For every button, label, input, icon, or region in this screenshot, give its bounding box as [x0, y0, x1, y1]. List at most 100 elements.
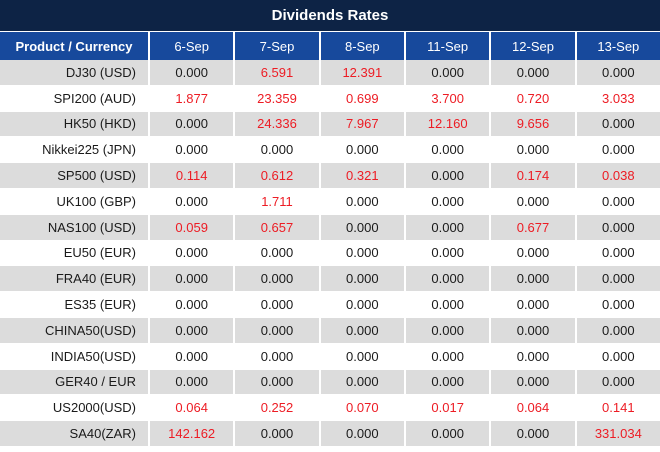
- value-cell: 0.000: [233, 240, 319, 267]
- value-cell: 0.000: [148, 292, 234, 318]
- value-cell: 0.000: [318, 188, 404, 215]
- value-cell: 0.000: [148, 266, 234, 293]
- value-cell: 0.141: [574, 395, 660, 422]
- value-cell: 12.160: [404, 111, 490, 138]
- value-cell: 0.252: [233, 395, 319, 422]
- value-cell: 0.059: [148, 214, 234, 241]
- header-cell-date: 13-Sep: [574, 32, 660, 60]
- value-cell: 0.000: [574, 292, 660, 318]
- value-cell: 0.000: [318, 292, 404, 318]
- table-row: EU50 (EUR) 0.000 0.000 0.000 0.000 0.000 0.000: [0, 240, 660, 267]
- value-cell: 0.000: [148, 240, 234, 267]
- table-row: US2000(USD) 0.064 0.252 0.070 0.017 0.064 0.14…: [0, 395, 660, 422]
- value-cell: 0.000: [489, 421, 575, 447]
- value-cell: 0.699: [318, 85, 404, 112]
- value-cell: 0.000: [574, 369, 660, 396]
- value-cell: 0.064: [148, 395, 234, 422]
- table-row: CHINA50(USD) 0.000 0.000 0.000 0.000 0.000 0.0…: [0, 317, 660, 344]
- value-cell: 0.000: [574, 317, 660, 344]
- value-cell: 0.000: [489, 292, 575, 318]
- value-cell: 0.000: [148, 343, 234, 370]
- table-row: NAS100 (USD) 0.059 0.657 0.000 0.000 0.677 0.0…: [0, 214, 660, 241]
- value-cell: 0.000: [233, 369, 319, 396]
- table-row: HK50 (HKD) 0.000 24.336 7.967 12.160 9.656 0.0…: [0, 111, 660, 138]
- value-cell: 0.000: [574, 137, 660, 164]
- value-cell: 0.000: [574, 111, 660, 138]
- header-cell-date: 12-Sep: [489, 32, 574, 60]
- value-cell: 0.000: [489, 369, 575, 396]
- page-title: Dividends Rates: [271, 7, 389, 24]
- product-cell: ES35 (EUR): [0, 292, 148, 318]
- value-cell: 0.000: [148, 60, 234, 86]
- value-cell: 0.000: [148, 369, 234, 396]
- value-cell: 0.000: [404, 343, 490, 370]
- value-cell: 0.677: [489, 214, 575, 241]
- header-cell-date: 7-Sep: [233, 32, 318, 60]
- product-cell: US2000(USD): [0, 395, 148, 422]
- value-cell: 0.000: [574, 343, 660, 370]
- value-cell: 1.877: [148, 85, 234, 112]
- value-cell: 0.000: [489, 188, 575, 215]
- value-cell: 0.000: [404, 214, 490, 241]
- value-cell: 0.000: [574, 266, 660, 293]
- header-cell-date: 8-Sep: [318, 32, 404, 60]
- value-cell: 0.000: [489, 137, 575, 164]
- value-cell: 0.070: [318, 395, 404, 422]
- header-cell-date: 11-Sep: [404, 32, 489, 60]
- product-cell: EU50 (EUR): [0, 240, 148, 267]
- product-cell: UK100 (GBP): [0, 188, 148, 215]
- value-cell: 0.000: [404, 240, 490, 267]
- product-cell: INDIA50(USD): [0, 343, 148, 370]
- value-cell: 0.000: [318, 214, 404, 241]
- value-cell: 6.591: [233, 60, 319, 86]
- value-cell: 0.000: [404, 163, 490, 189]
- value-cell: 0.000: [318, 421, 404, 447]
- value-cell: 0.000: [233, 317, 319, 344]
- table-row: DJ30 (USD) 0.000 6.591 12.391 0.000 0.000 0.00…: [0, 60, 660, 86]
- value-cell: 0.000: [574, 214, 660, 241]
- value-cell: 12.391: [318, 60, 404, 86]
- rates-table-body: DJ30 (USD) 0.000 6.591 12.391 0.000 0.000 0.00…: [0, 60, 660, 447]
- value-cell: 0.720: [489, 85, 575, 112]
- product-cell: DJ30 (USD): [0, 60, 148, 86]
- table-row: INDIA50(USD) 0.000 0.000 0.000 0.000 0.000 0.0…: [0, 343, 660, 370]
- value-cell: 0.657: [233, 214, 319, 241]
- product-cell: NAS100 (USD): [0, 214, 148, 241]
- value-cell: 0.000: [233, 292, 319, 318]
- value-cell: 23.359: [233, 85, 319, 112]
- product-cell: Nikkei225 (JPN): [0, 137, 148, 164]
- table-row: FRA40 (EUR) 0.000 0.000 0.000 0.000 0.000 0.00…: [0, 266, 660, 293]
- value-cell: 0.000: [233, 421, 319, 447]
- value-cell: 3.033: [574, 85, 660, 112]
- product-cell: GER40 / EUR: [0, 369, 148, 396]
- value-cell: 24.336: [233, 111, 319, 138]
- title-bar: Dividends Rates: [0, 0, 660, 31]
- value-cell: 0.000: [404, 266, 490, 293]
- value-cell: 0.000: [148, 137, 234, 164]
- value-cell: 0.000: [318, 137, 404, 164]
- value-cell: 0.321: [318, 163, 404, 189]
- value-cell: 0.000: [318, 317, 404, 344]
- value-cell: 0.038: [574, 163, 660, 189]
- product-cell: FRA40 (EUR): [0, 266, 148, 293]
- header-cell-product-currency: Product / Currency: [15, 38, 133, 54]
- value-cell: 0.000: [148, 188, 234, 215]
- value-cell: 0.612: [233, 163, 319, 189]
- value-cell: 0.000: [404, 369, 490, 396]
- value-cell: 0.000: [489, 317, 575, 344]
- table-row: Nikkei225 (JPN) 0.000 0.000 0.000 0.000 0.000…: [0, 137, 660, 164]
- value-cell: 0.000: [404, 60, 490, 86]
- value-cell: 0.064: [489, 395, 575, 422]
- product-cell: SA40(ZAR): [0, 421, 148, 447]
- value-cell: 0.174: [489, 163, 575, 189]
- table-row: SA40(ZAR) 142.162 0.000 0.000 0.000 0.000 331.…: [0, 421, 660, 447]
- value-cell: 0.000: [318, 266, 404, 293]
- product-cell: HK50 (HKD): [0, 111, 148, 138]
- product-cell: SP500 (USD): [0, 163, 148, 189]
- value-cell: 0.000: [318, 240, 404, 267]
- value-cell: 142.162: [148, 421, 234, 447]
- value-cell: 1.711: [233, 188, 319, 215]
- value-cell: 0.000: [574, 240, 660, 267]
- value-cell: 0.000: [404, 421, 490, 447]
- value-cell: 9.656: [489, 111, 575, 138]
